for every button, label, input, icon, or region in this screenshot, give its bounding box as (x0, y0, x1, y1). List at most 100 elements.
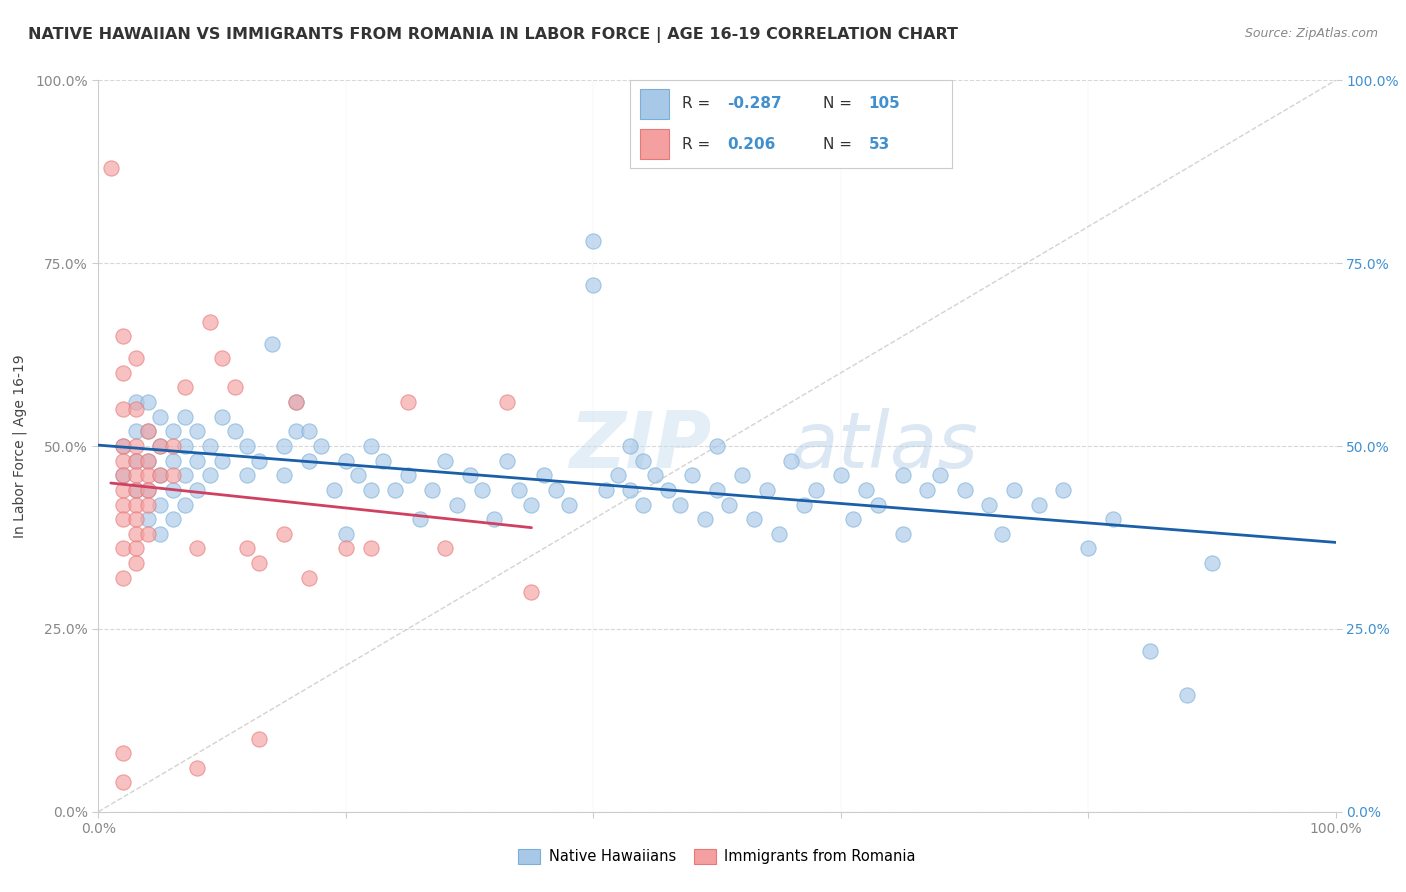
Point (360, 439, 382, 453)
Point (124, 512, 146, 526)
Point (112, 439, 135, 453)
Point (162, 425, 184, 439)
Point (842, 512, 865, 526)
Point (582, 278, 605, 293)
Point (780, 453, 803, 467)
Point (979, 498, 1001, 512)
Point (136, 453, 159, 467)
Point (149, 468, 172, 483)
Point (396, 395, 419, 409)
Point (644, 468, 666, 483)
Point (928, 468, 950, 483)
Point (347, 468, 370, 483)
Point (124, 556, 146, 570)
Point (149, 526, 172, 541)
Point (520, 585, 543, 599)
Point (149, 409, 172, 424)
Text: 105: 105 (869, 96, 900, 112)
Point (495, 395, 517, 409)
Point (891, 468, 914, 483)
Point (285, 395, 308, 409)
Point (236, 439, 259, 453)
Point (112, 541, 135, 556)
Point (124, 541, 146, 556)
Point (236, 468, 259, 483)
FancyBboxPatch shape (640, 89, 669, 119)
Point (309, 439, 332, 453)
Point (112, 498, 135, 512)
Point (124, 351, 146, 366)
Point (124, 425, 146, 439)
Point (396, 468, 419, 483)
Point (124, 483, 146, 497)
Point (112, 746, 135, 760)
Point (458, 468, 481, 483)
Point (520, 498, 543, 512)
Point (1077, 541, 1099, 556)
Point (793, 498, 815, 512)
Point (298, 571, 321, 585)
Text: -0.287: -0.287 (727, 96, 782, 112)
Point (247, 731, 270, 746)
Point (322, 483, 344, 497)
Point (149, 468, 172, 483)
Point (124, 453, 146, 467)
Point (891, 526, 914, 541)
Point (112, 775, 135, 789)
Point (112, 453, 135, 467)
Point (112, 468, 135, 483)
Point (247, 556, 270, 570)
Point (174, 439, 197, 453)
Point (384, 483, 406, 497)
Point (174, 380, 197, 394)
Point (124, 468, 146, 483)
Point (136, 526, 159, 541)
Point (433, 453, 456, 467)
Point (136, 425, 159, 439)
Point (112, 483, 135, 497)
Point (186, 483, 208, 497)
Point (360, 483, 382, 497)
Point (866, 498, 889, 512)
Point (298, 453, 321, 467)
Point (198, 315, 221, 329)
Point (162, 439, 184, 453)
Point (546, 483, 568, 497)
Point (112, 329, 135, 343)
Text: atlas: atlas (792, 408, 979, 484)
Point (112, 512, 135, 526)
Point (247, 453, 270, 467)
Point (136, 498, 159, 512)
Point (1175, 688, 1198, 702)
Point (855, 483, 877, 497)
Point (224, 425, 246, 439)
Point (619, 439, 641, 453)
Point (830, 468, 852, 483)
Point (335, 541, 357, 556)
Point (335, 526, 357, 541)
Point (136, 468, 159, 483)
Point (124, 498, 146, 512)
Point (433, 541, 456, 556)
Point (742, 512, 765, 526)
Point (607, 468, 630, 483)
Point (917, 483, 939, 497)
Point (112, 468, 135, 483)
Point (124, 402, 146, 417)
Point (1102, 512, 1125, 526)
Point (174, 498, 197, 512)
Point (136, 395, 159, 409)
Point (1201, 556, 1223, 570)
Point (285, 395, 308, 409)
Point (124, 439, 146, 453)
Point (162, 512, 184, 526)
Point (149, 439, 172, 453)
Point (631, 453, 654, 467)
Text: NATIVE HAWAIIAN VS IMMIGRANTS FROM ROMANIA IN LABOR FORCE | AGE 16-19 CORRELATIO: NATIVE HAWAIIAN VS IMMIGRANTS FROM ROMAN… (28, 27, 957, 43)
FancyBboxPatch shape (640, 129, 669, 160)
Point (124, 526, 146, 541)
Point (619, 483, 641, 497)
Point (990, 526, 1012, 541)
Point (162, 453, 184, 467)
Point (149, 439, 172, 453)
